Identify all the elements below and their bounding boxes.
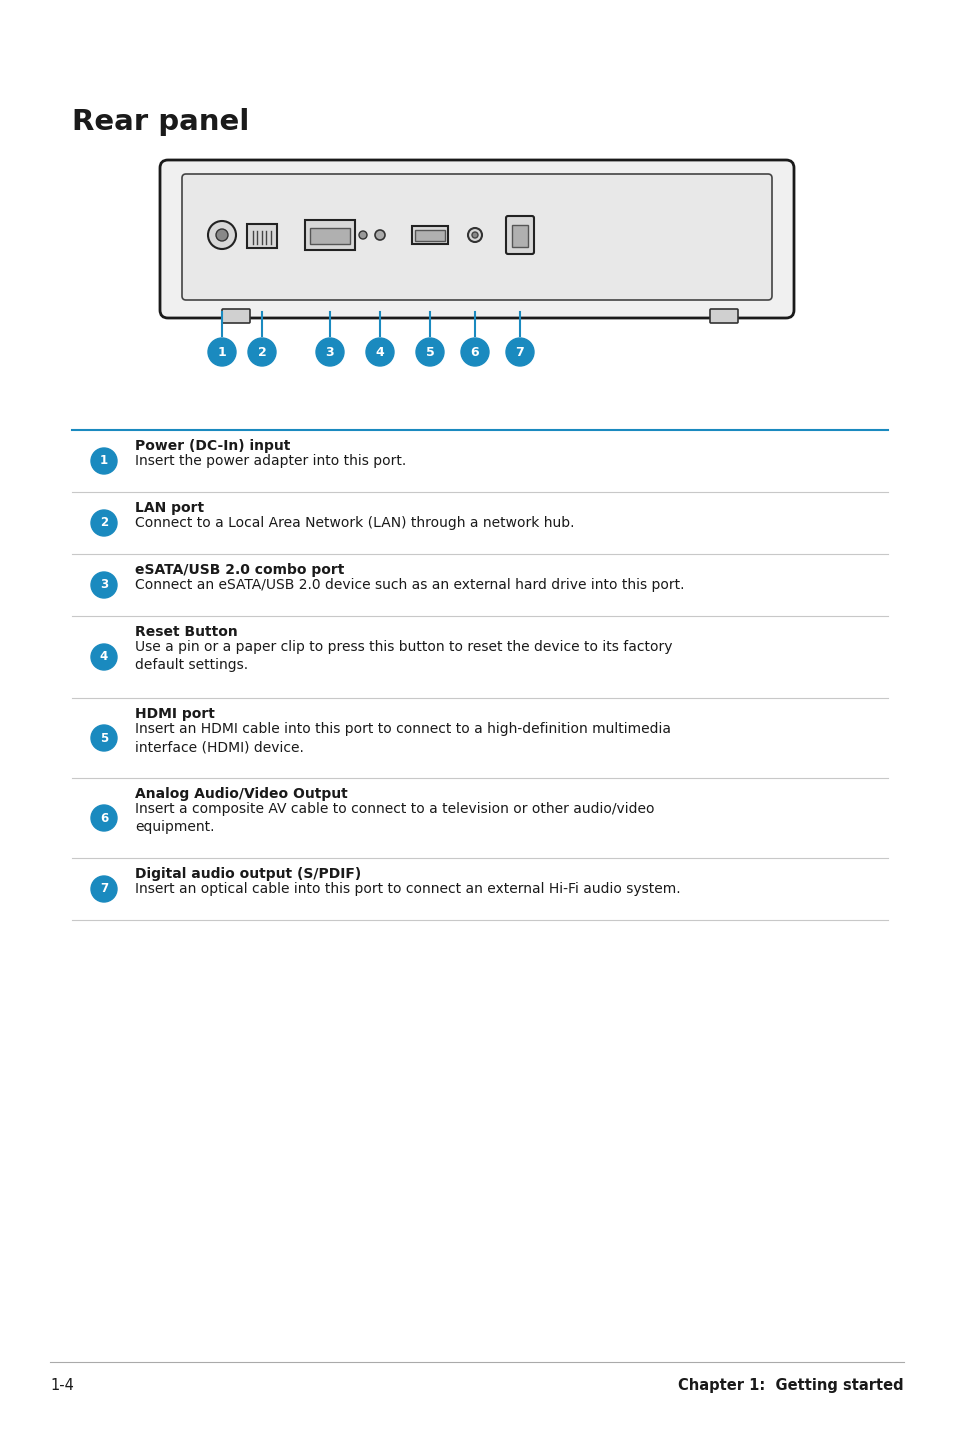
- Text: 1: 1: [217, 345, 226, 358]
- Text: Analog Audio/Video Output: Analog Audio/Video Output: [135, 787, 348, 801]
- Circle shape: [91, 572, 117, 598]
- Text: 2: 2: [100, 516, 108, 529]
- Text: Digital audio output (S/PDIF): Digital audio output (S/PDIF): [135, 867, 361, 881]
- Text: LAN port: LAN port: [135, 500, 204, 515]
- Text: eSATA/USB 2.0 combo port: eSATA/USB 2.0 combo port: [135, 564, 344, 577]
- Circle shape: [416, 338, 443, 367]
- Bar: [247, 224, 276, 247]
- Circle shape: [91, 725, 117, 751]
- Text: 1: 1: [100, 454, 108, 467]
- Circle shape: [358, 232, 367, 239]
- Bar: [305, 220, 355, 250]
- Circle shape: [208, 221, 235, 249]
- Text: Insert an optical cable into this port to connect an external Hi-Fi audio system: Insert an optical cable into this port t…: [135, 881, 679, 896]
- Circle shape: [315, 338, 344, 367]
- Text: 2: 2: [257, 345, 266, 358]
- Circle shape: [91, 805, 117, 831]
- Circle shape: [91, 876, 117, 902]
- FancyBboxPatch shape: [182, 174, 771, 301]
- Text: 4: 4: [375, 345, 384, 358]
- Circle shape: [248, 338, 275, 367]
- FancyBboxPatch shape: [505, 216, 534, 255]
- Text: 4: 4: [100, 650, 108, 663]
- Text: 7: 7: [100, 883, 108, 896]
- Text: Rear panel: Rear panel: [71, 108, 249, 137]
- Circle shape: [208, 338, 235, 367]
- Circle shape: [91, 644, 117, 670]
- Circle shape: [215, 229, 228, 242]
- Circle shape: [472, 232, 477, 239]
- Text: Connect an eSATA/USB 2.0 device such as an external hard drive into this port.: Connect an eSATA/USB 2.0 device such as …: [135, 578, 684, 592]
- Text: 5: 5: [425, 345, 434, 358]
- Text: Use a pin or a paper clip to press this button to reset the device to its factor: Use a pin or a paper clip to press this …: [135, 640, 672, 673]
- Text: 5: 5: [100, 732, 108, 745]
- Text: 3: 3: [100, 578, 108, 591]
- Text: Reset Button: Reset Button: [135, 626, 237, 638]
- Text: Insert a composite AV cable to connect to a television or other audio/video
equi: Insert a composite AV cable to connect t…: [135, 802, 654, 834]
- FancyBboxPatch shape: [160, 160, 793, 318]
- Circle shape: [366, 338, 394, 367]
- Bar: [310, 229, 350, 244]
- Bar: [512, 224, 527, 247]
- Text: Chapter 1:  Getting started: Chapter 1: Getting started: [678, 1378, 903, 1393]
- Bar: [415, 230, 444, 242]
- Circle shape: [460, 338, 489, 367]
- Text: 6: 6: [100, 811, 108, 824]
- Text: 6: 6: [470, 345, 478, 358]
- Text: Power (DC-In) input: Power (DC-In) input: [135, 439, 290, 453]
- Text: Insert the power adapter into this port.: Insert the power adapter into this port.: [135, 454, 406, 467]
- Text: 3: 3: [325, 345, 334, 358]
- Text: Connect to a Local Area Network (LAN) through a network hub.: Connect to a Local Area Network (LAN) th…: [135, 516, 574, 531]
- Circle shape: [91, 510, 117, 536]
- FancyBboxPatch shape: [222, 309, 250, 324]
- Circle shape: [91, 449, 117, 475]
- Circle shape: [505, 338, 534, 367]
- Circle shape: [375, 230, 385, 240]
- Text: 1-4: 1-4: [50, 1378, 73, 1393]
- Text: Insert an HDMI cable into this port to connect to a high-definition multimedia
i: Insert an HDMI cable into this port to c…: [135, 722, 670, 755]
- FancyBboxPatch shape: [709, 309, 738, 324]
- Bar: [412, 226, 448, 244]
- Text: 7: 7: [515, 345, 524, 358]
- Text: HDMI port: HDMI port: [135, 707, 214, 720]
- Circle shape: [468, 229, 481, 242]
